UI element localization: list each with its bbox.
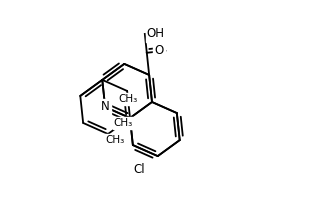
Text: CH₃: CH₃ [105,135,124,145]
Text: OH: OH [147,27,165,40]
Text: Cl: Cl [134,163,145,176]
Text: CH₃: CH₃ [118,94,138,104]
Text: N: N [101,100,110,113]
Text: O: O [154,44,164,57]
Text: CH₃: CH₃ [114,118,133,128]
